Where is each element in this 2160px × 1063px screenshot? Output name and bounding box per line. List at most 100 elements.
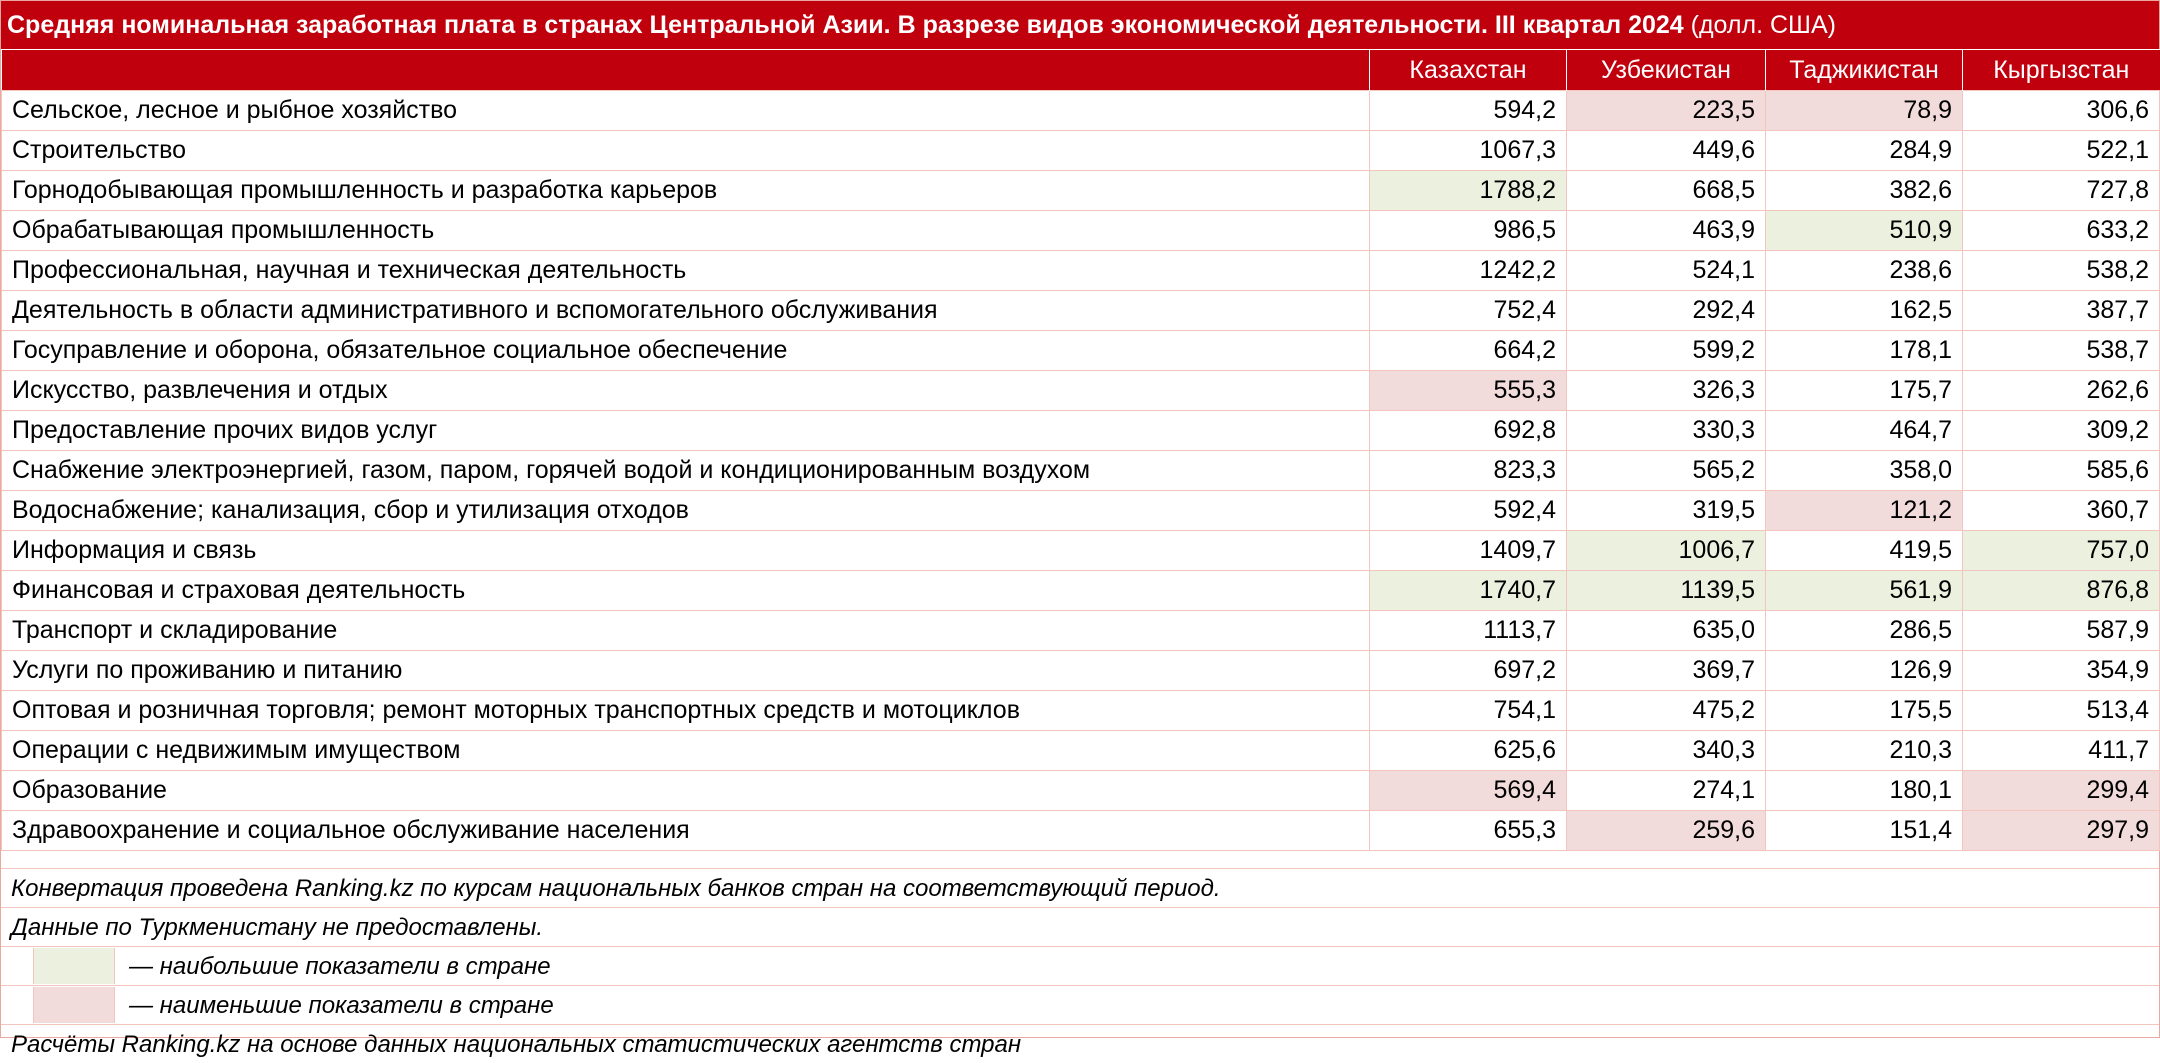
table-row: Информация и связь 1409,7 1006,7 419,5 757,0 bbox=[1, 530, 2160, 571]
value-cell-tajikistan: 238,6 bbox=[1765, 250, 1963, 291]
note-source: Расчёты Ranking.kz на основе данных наци… bbox=[1, 1024, 2159, 1063]
activity-name-cell: Деятельность в области административного… bbox=[1, 290, 1370, 331]
table-body: Сельское, лесное и рыбное хозяйство 594,2… bbox=[1, 90, 2160, 851]
activity-name-cell: Строительство bbox=[1, 130, 1370, 171]
activity-name-cell: Обрабатывающая промышленность bbox=[1, 210, 1370, 251]
table-row: Предоставление прочих видов услуг 692,8 33… bbox=[1, 410, 2160, 451]
value-cell-uzbekistan: 635,0 bbox=[1566, 610, 1766, 651]
value-cell-tajikistan: 162,5 bbox=[1765, 290, 1963, 331]
value-cell-uzbekistan: 369,7 bbox=[1566, 650, 1766, 691]
table-row: Профессиональная, научная и техническая … bbox=[1, 250, 2160, 291]
table-row: Оптовая и розничная торговля; ремонт мот… bbox=[1, 690, 2160, 731]
value-cell-kazakhstan: 594,2 bbox=[1369, 90, 1567, 131]
value-cell-kyrgyzstan: 876,8 bbox=[1962, 570, 2160, 611]
activity-name-cell: Оптовая и розничная торговля; ремонт мот… bbox=[1, 690, 1370, 731]
value-cell-uzbekistan: 223,5 bbox=[1566, 90, 1766, 131]
value-cell-kazakhstan: 986,5 bbox=[1369, 210, 1567, 251]
value-cell-kyrgyzstan: 411,7 bbox=[1962, 730, 2160, 771]
table-title-bar: Средняя номинальная заработная плата в с… bbox=[1, 1, 2159, 49]
legend-high-row: — наибольшие показатели в стране bbox=[1, 946, 2159, 985]
value-cell-uzbekistan: 599,2 bbox=[1566, 330, 1766, 371]
value-cell-kyrgyzstan: 538,2 bbox=[1962, 250, 2160, 291]
legend-low-text: — наименьшие показатели в стране bbox=[129, 992, 554, 1019]
value-cell-kazakhstan: 692,8 bbox=[1369, 410, 1567, 451]
value-cell-kazakhstan: 569,4 bbox=[1369, 770, 1567, 811]
value-cell-uzbekistan: 1139,5 bbox=[1566, 570, 1766, 611]
table-row: Сельское, лесное и рыбное хозяйство 594,2… bbox=[1, 90, 2160, 131]
header-tajikistan: Таджикистан bbox=[1765, 49, 1963, 91]
value-cell-tajikistan: 175,7 bbox=[1765, 370, 1963, 411]
value-cell-tajikistan: 561,9 bbox=[1765, 570, 1963, 611]
activity-name-cell: Горнодобывающая промышленность и разрабо… bbox=[1, 170, 1370, 211]
activity-name-cell: Профессиональная, научная и техническая … bbox=[1, 250, 1370, 291]
legend-high-swatch bbox=[33, 948, 115, 984]
value-cell-kyrgyzstan: 354,9 bbox=[1962, 650, 2160, 691]
value-cell-kyrgyzstan: 585,6 bbox=[1962, 450, 2160, 491]
legend-low-row: — наименьшие показатели в стране bbox=[1, 985, 2159, 1024]
value-cell-kazakhstan: 625,6 bbox=[1369, 730, 1567, 771]
value-cell-tajikistan: 151,4 bbox=[1765, 810, 1963, 851]
header-activity bbox=[1, 49, 1370, 91]
header-kyrgyzstan: Кыргызстан bbox=[1962, 49, 2160, 91]
value-cell-tajikistan: 286,5 bbox=[1765, 610, 1963, 651]
table-row: Обрабатывающая промышленность 986,5 463,9 5… bbox=[1, 210, 2160, 251]
activity-name-cell: Искусство, развлечения и отдых bbox=[1, 370, 1370, 411]
table-row: Здравоохранение и социальное обслуживани… bbox=[1, 810, 2160, 851]
value-cell-kyrgyzstan: 513,4 bbox=[1962, 690, 2160, 731]
value-cell-tajikistan: 180,1 bbox=[1765, 770, 1963, 811]
value-cell-uzbekistan: 565,2 bbox=[1566, 450, 1766, 491]
value-cell-kyrgyzstan: 587,9 bbox=[1962, 610, 2160, 651]
table-row: Строительство 1067,3 449,6 284,9 522,1 bbox=[1, 130, 2160, 171]
header-row: Казахстан Узбекистан Таджикистан Кыргызс… bbox=[1, 49, 2160, 91]
salary-table: Казахстан Узбекистан Таджикистан Кыргызс… bbox=[1, 49, 2160, 851]
value-cell-kyrgyzstan: 360,7 bbox=[1962, 490, 2160, 531]
value-cell-kazakhstan: 1113,7 bbox=[1369, 610, 1567, 651]
value-cell-kyrgyzstan: 757,0 bbox=[1962, 530, 2160, 571]
value-cell-tajikistan: 464,7 bbox=[1765, 410, 1963, 451]
activity-name-cell: Предоставление прочих видов услуг bbox=[1, 410, 1370, 451]
value-cell-uzbekistan: 475,2 bbox=[1566, 690, 1766, 731]
value-cell-uzbekistan: 326,3 bbox=[1566, 370, 1766, 411]
value-cell-kazakhstan: 1740,7 bbox=[1369, 570, 1567, 611]
value-cell-kazakhstan: 655,3 bbox=[1369, 810, 1567, 851]
activity-name-cell: Операции с недвижимым имуществом bbox=[1, 730, 1370, 771]
value-cell-kazakhstan: 1067,3 bbox=[1369, 130, 1567, 171]
value-cell-kyrgyzstan: 522,1 bbox=[1962, 130, 2160, 171]
value-cell-kazakhstan: 664,2 bbox=[1369, 330, 1567, 371]
value-cell-tajikistan: 78,9 bbox=[1765, 90, 1963, 131]
table-row: Водоснабжение; канализация, сбор и утили… bbox=[1, 490, 2160, 531]
table-row: Госуправление и оборона, обязательное со… bbox=[1, 330, 2160, 371]
value-cell-kazakhstan: 823,3 bbox=[1369, 450, 1567, 491]
activity-name-cell: Финансовая и страховая деятельность bbox=[1, 570, 1370, 611]
table-row: Искусство, развлечения и отдых 555,3 326,3… bbox=[1, 370, 2160, 411]
value-cell-tajikistan: 121,2 bbox=[1765, 490, 1963, 531]
value-cell-uzbekistan: 668,5 bbox=[1566, 170, 1766, 211]
notes-section: Конвертация проведена Ranking.kz по курс… bbox=[1, 868, 2159, 1063]
table-row: Услуги по проживанию и питанию 697,2 369,7… bbox=[1, 650, 2160, 691]
value-cell-uzbekistan: 524,1 bbox=[1566, 250, 1766, 291]
table-row: Снабжение электроэнергией, газом, паром,… bbox=[1, 450, 2160, 491]
value-cell-tajikistan: 382,6 bbox=[1765, 170, 1963, 211]
activity-name-cell: Информация и связь bbox=[1, 530, 1370, 571]
value-cell-tajikistan: 284,9 bbox=[1765, 130, 1963, 171]
legend-low-swatch bbox=[33, 987, 115, 1023]
value-cell-tajikistan: 419,5 bbox=[1765, 530, 1963, 571]
value-cell-uzbekistan: 1006,7 bbox=[1566, 530, 1766, 571]
table-row: Горнодобывающая промышленность и разрабо… bbox=[1, 170, 2160, 211]
value-cell-kazakhstan: 1788,2 bbox=[1369, 170, 1567, 211]
value-cell-kyrgyzstan: 387,7 bbox=[1962, 290, 2160, 331]
activity-name-cell: Услуги по проживанию и питанию bbox=[1, 650, 1370, 691]
value-cell-kazakhstan: 697,2 bbox=[1369, 650, 1567, 691]
activity-name-cell: Водоснабжение; канализация, сбор и утили… bbox=[1, 490, 1370, 531]
value-cell-tajikistan: 510,9 bbox=[1765, 210, 1963, 251]
value-cell-kyrgyzstan: 538,7 bbox=[1962, 330, 2160, 371]
activity-name-cell: Госуправление и оборона, обязательное со… bbox=[1, 330, 1370, 371]
value-cell-tajikistan: 358,0 bbox=[1765, 450, 1963, 491]
note-conversion: Конвертация проведена Ranking.kz по курс… bbox=[1, 868, 2159, 907]
value-cell-uzbekistan: 449,6 bbox=[1566, 130, 1766, 171]
value-cell-tajikistan: 178,1 bbox=[1765, 330, 1963, 371]
value-cell-kyrgyzstan: 262,6 bbox=[1962, 370, 2160, 411]
value-cell-uzbekistan: 340,3 bbox=[1566, 730, 1766, 771]
activity-name-cell: Транспорт и складирование bbox=[1, 610, 1370, 651]
